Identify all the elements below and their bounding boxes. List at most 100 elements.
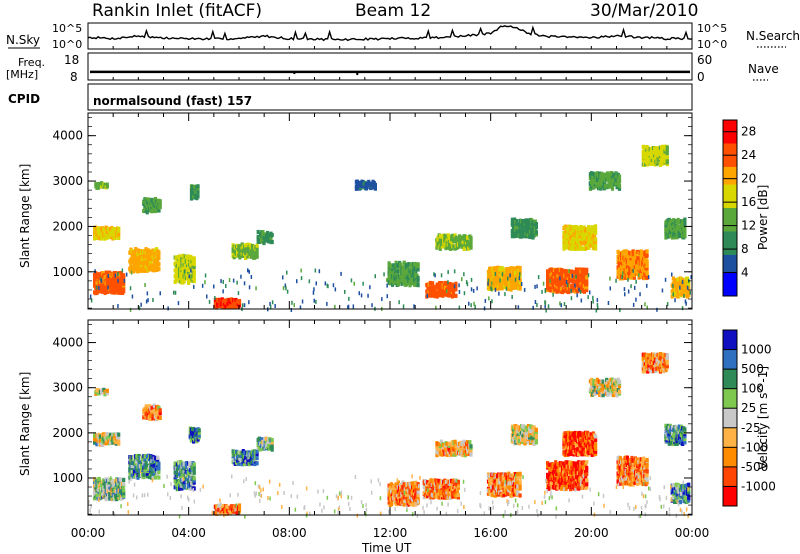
rti-cell <box>585 267 589 272</box>
date-label: 30/Mar/2010 <box>590 1 698 21</box>
rti-cell <box>675 231 679 236</box>
rti-cell <box>529 234 533 240</box>
rti-cell <box>411 502 416 507</box>
rti-cell <box>592 233 597 238</box>
rti-cell <box>571 463 575 469</box>
rti-cell <box>518 227 522 232</box>
rti-cell <box>136 269 140 274</box>
rti-sparse-cell <box>571 273 574 278</box>
rti-cell <box>192 480 196 485</box>
rti-cell <box>106 227 110 232</box>
rti-sparse-cell <box>222 289 224 294</box>
rti-cell <box>608 175 612 180</box>
freq-label: Freq. <box>18 56 45 69</box>
rti-sparse-cell <box>371 303 373 308</box>
rti-cell <box>250 243 255 249</box>
rti-cell <box>445 452 449 457</box>
rti-cell <box>231 449 235 454</box>
colorbar-swatch <box>723 120 737 127</box>
rti-cell <box>556 274 560 279</box>
rti-cell <box>393 496 397 502</box>
rti-cell <box>157 406 161 411</box>
rti-cell <box>518 493 522 498</box>
rti-sparse-cell <box>579 289 582 294</box>
rti-cell <box>244 251 248 256</box>
rti-sparse-cell <box>681 280 684 285</box>
rti-sparse-cell <box>314 268 317 273</box>
rti-cell <box>526 424 530 429</box>
rti-cell <box>175 473 179 478</box>
rti-cell <box>599 186 603 191</box>
rti-cell <box>459 235 463 240</box>
rti-cell <box>671 235 675 240</box>
rti-cell <box>426 480 430 485</box>
rti-sparse-cell <box>504 292 506 297</box>
nsky-tick-bottom: 10^0 <box>52 38 82 51</box>
rti-cell <box>562 288 566 294</box>
rti-cell <box>174 268 178 274</box>
rti-cell <box>502 275 506 280</box>
rti-cell <box>402 484 406 489</box>
rti-cell <box>244 456 248 461</box>
rti-cell <box>270 438 274 443</box>
rti-cell <box>514 487 518 493</box>
rti-sparse-cell <box>344 289 346 294</box>
rti-cell <box>503 272 507 277</box>
rti-cell <box>674 278 678 283</box>
rti-cell <box>244 248 248 254</box>
rti-cell <box>134 456 138 461</box>
rti-cell <box>585 287 589 293</box>
rti-cell <box>673 235 677 240</box>
colorbar-tick-label: 28 <box>741 125 756 139</box>
rti-cell <box>142 199 146 204</box>
rti-sparse-cell <box>575 274 577 279</box>
rti-sparse-cell <box>435 305 437 310</box>
rti-cell <box>152 472 156 477</box>
rti-sparse-cell <box>167 306 169 311</box>
rti-cell <box>411 495 416 500</box>
rti-cell <box>250 453 255 458</box>
station-title: Rankin Inlet (fitACF) <box>92 1 262 21</box>
colorbar-swatch <box>723 208 737 215</box>
rti-cell <box>507 478 511 483</box>
rti-cell <box>683 227 687 232</box>
rti-sparse-cell <box>638 273 640 278</box>
rti-sparse-cell <box>360 293 363 298</box>
rti-cell <box>556 485 560 490</box>
freq-panel <box>87 52 693 81</box>
rti-cell <box>193 184 197 189</box>
rti-sparse-cell <box>576 293 578 298</box>
rti-cell <box>567 484 572 489</box>
rti-cell <box>135 459 139 464</box>
rti-cell <box>518 471 522 476</box>
rti-cell <box>225 511 229 516</box>
colorbar-tick-label: 4 <box>741 266 749 280</box>
rti-cell <box>157 475 161 480</box>
rti-sparse-cell <box>145 299 148 304</box>
cpid-frame <box>87 83 693 111</box>
rti-cell <box>435 453 439 458</box>
rti-cell <box>157 254 161 259</box>
rti-cell <box>534 427 538 433</box>
rti-sparse-cell <box>542 281 545 286</box>
rti-sparse-cell <box>517 305 520 310</box>
rti-cell <box>565 460 569 465</box>
rti-cell <box>257 436 261 441</box>
rti-sparse-cell <box>243 281 246 286</box>
rti-sparse-cell <box>666 302 669 307</box>
rti-sparse-cell <box>358 291 360 296</box>
rti-sparse-cell <box>491 287 493 292</box>
rti-cell <box>131 269 135 274</box>
rti-cell <box>135 263 139 268</box>
rti-cell <box>97 181 101 187</box>
rti-sparse-cell <box>632 268 634 273</box>
rti-sparse-cell <box>386 278 388 283</box>
rti-cell <box>113 235 117 240</box>
rti-cell <box>158 201 162 206</box>
colorbar-swatch <box>723 225 737 232</box>
rti-cell <box>555 471 559 477</box>
rti-sparse-cell <box>639 292 641 297</box>
rti-cell <box>396 269 400 274</box>
rti-cell <box>450 446 454 451</box>
rti-cell <box>359 185 363 190</box>
